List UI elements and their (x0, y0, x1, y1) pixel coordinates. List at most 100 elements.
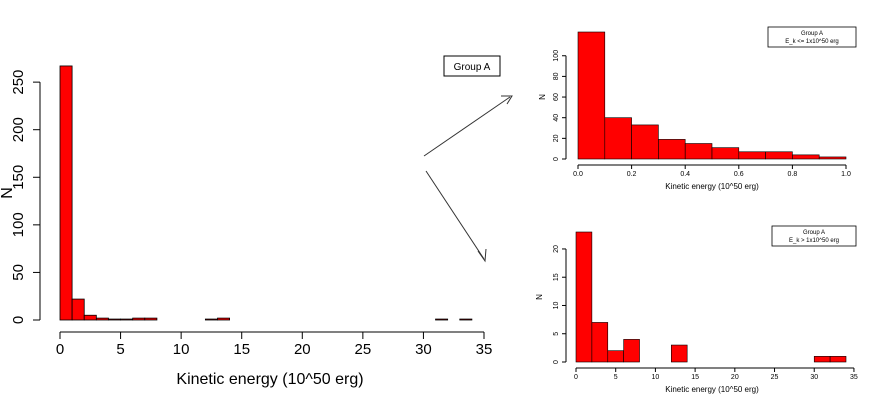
main-y-axis-title: N (0, 187, 16, 199)
main-bar-9 (217, 317, 231, 321)
low-bar-3 (658, 139, 686, 160)
low-legend-line-1: Group A (801, 31, 823, 37)
low-bar-6 (738, 151, 766, 160)
main-y-tick-label-1: 50 (10, 264, 27, 281)
high-x-tick-label-4: 20 (731, 374, 739, 381)
main-bar-5 (120, 318, 134, 321)
low-bar-1 (604, 117, 632, 160)
low-bar-7 (765, 151, 793, 160)
low-y-tick-label-2: 40 (553, 114, 560, 122)
low-bar-2 (631, 124, 659, 160)
high-x-tick-label-2: 10 (652, 374, 660, 381)
low-legend-box (767, 26, 857, 48)
main-x-tick-label-6: 30 (415, 341, 432, 358)
arrow-head-upper (501, 95, 513, 105)
main-histogram-panel: 0 5 10 15 20 25 30 35 0 50 100 150 200 250 Kinetic en… (0, 55, 501, 388)
main-x-tick-label-0: 0 (56, 341, 64, 358)
high-x-tick-label-6: 30 (810, 374, 818, 381)
high-x-tick-label-7: 35 (850, 374, 858, 381)
main-y-tick-label-5: 250 (10, 70, 27, 95)
main-x-tick-label-7: 35 (476, 341, 493, 358)
low-axes: 0.0 0.2 0.4 0.6 0.8 1.0 0 20 40 60 80 100 (553, 50, 851, 178)
main-x-tick-label-5: 25 (355, 341, 372, 358)
low-energy-histogram-panel: 0.0 0.2 0.4 0.6 0.8 1.0 0 20 40 60 80 100 Kinetic e… (538, 26, 857, 191)
low-y-tick-label-0: 0 (553, 157, 560, 161)
low-x-tick-label-3: 0.6 (734, 171, 744, 178)
low-y-axis-title: N (538, 94, 547, 100)
high-axes: 0 5 10 15 20 25 30 35 0 5 10 15 20 (553, 245, 858, 381)
low-y-tick-label-3: 60 (553, 93, 560, 101)
high-bar-6 (829, 356, 847, 363)
low-bar-4 (684, 143, 713, 160)
low-x-tick-label-4: 0.8 (788, 171, 798, 178)
main-bar-10 (435, 318, 449, 321)
high-x-axis-title: Kinetic energy (10^50 erg) (665, 385, 759, 394)
low-bar-9 (818, 156, 847, 160)
main-x-tick-label-4: 20 (294, 341, 311, 358)
main-y-tick-label-3: 150 (10, 165, 27, 190)
high-bar-3 (623, 339, 640, 363)
main-bars (59, 65, 473, 321)
high-x-tick-label-1: 5 (614, 374, 618, 381)
high-bars (575, 231, 847, 363)
low-y-tick-label-1: 20 (553, 134, 560, 142)
high-x-tick-label-0: 0 (574, 374, 578, 381)
high-legend-box (771, 225, 857, 247)
low-legend: Group A E_k <= 1x10^50 erg (767, 26, 857, 48)
main-bar-4 (108, 318, 121, 321)
low-y-tick-label-4: 80 (553, 72, 560, 80)
arrow-to-upper-panel (423, 96, 511, 157)
main-legend: Group A (443, 55, 501, 77)
low-x-tick-label-0: 0.0 (573, 171, 583, 178)
high-legend: Group A E_k > 1x10^50 erg (771, 225, 857, 247)
low-x-tick-label-1: 0.2 (627, 171, 637, 178)
high-y-tick-label-2: 10 (553, 301, 560, 309)
main-legend-box (443, 55, 501, 77)
low-x-tick-label-5: 1.0 (841, 171, 851, 178)
low-y-tick-label-5: 100 (553, 50, 560, 62)
main-y-tick-label-4: 200 (10, 117, 27, 142)
main-bar-2 (83, 314, 97, 321)
main-x-axis-title: Kinetic energy (10^50 erg) (176, 371, 363, 388)
high-bar-4 (670, 344, 688, 363)
low-x-tick-label-2: 0.4 (680, 171, 690, 178)
low-bar-8 (792, 154, 820, 160)
low-legend-line-2: E_k <= 1x10^50 erg (785, 39, 839, 45)
main-x-tick-label-2: 10 (173, 341, 190, 358)
high-y-tick-label-3: 15 (553, 273, 560, 281)
main-x-tick-label-3: 15 (233, 341, 250, 358)
main-bar-7 (144, 317, 158, 321)
main-axes: 0 5 10 15 20 25 30 35 0 50 100 150 200 250 (10, 70, 492, 358)
main-bar-1 (71, 298, 85, 321)
main-bar-0 (59, 65, 73, 321)
high-y-tick-label-4: 20 (553, 245, 560, 253)
high-bar-0 (575, 231, 593, 363)
high-y-tick-label-0: 0 (553, 360, 560, 364)
high-bar-5 (813, 356, 831, 363)
high-legend-line-1: Group A (803, 230, 825, 236)
main-bar-11 (459, 318, 473, 321)
main-x-tick-label-1: 5 (116, 341, 124, 358)
high-x-tick-label-5: 25 (771, 374, 779, 381)
main-y-tick-label-2: 100 (10, 212, 27, 237)
high-energy-histogram-panel: 0 5 10 15 20 25 30 35 0 5 10 15 20 Kinetic energy (1… (535, 225, 858, 394)
arrow-to-lower-panel (425, 170, 485, 260)
low-bar-5 (711, 147, 740, 160)
high-bar-2 (607, 350, 624, 363)
main-bar-8 (204, 318, 218, 321)
low-bar-0 (577, 31, 606, 160)
main-bar-6 (132, 317, 146, 321)
high-y-tick-label-1: 5 (553, 332, 560, 336)
main-legend-text: Group A (454, 62, 491, 73)
main-y-tick-label-0: 0 (10, 316, 27, 324)
high-legend-line-2: E_k > 1x10^50 erg (789, 238, 839, 244)
high-bar-1 (591, 322, 609, 363)
zoom-arrows (423, 95, 513, 263)
arrow-head-lower (477, 248, 487, 263)
low-bars (577, 31, 847, 160)
high-x-tick-label-3: 15 (691, 374, 699, 381)
low-x-axis-title: Kinetic energy (10^50 erg) (665, 182, 759, 191)
high-y-axis-title: N (535, 294, 544, 300)
main-bar-3 (95, 317, 109, 321)
